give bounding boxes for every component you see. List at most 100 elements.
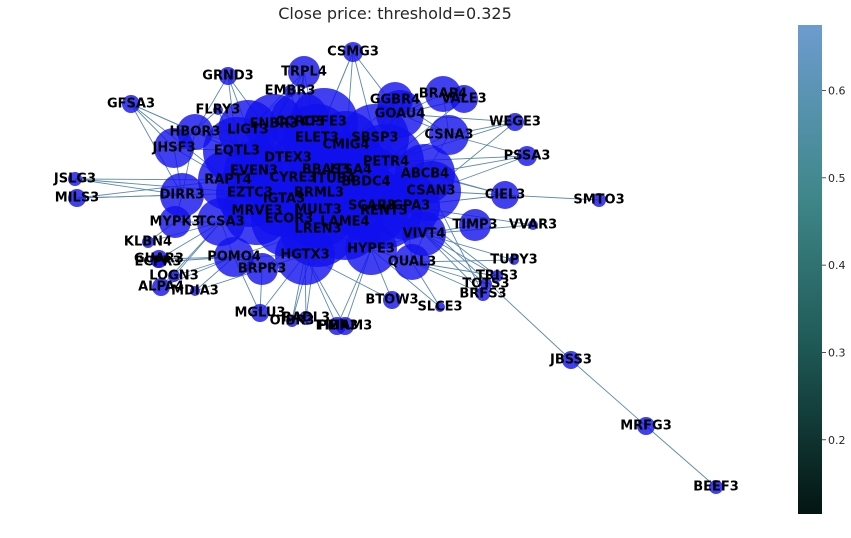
node-label-brap4: BRAP4 <box>419 87 468 102</box>
node-label-itsa4: ITSA4 <box>330 163 372 178</box>
node-mypk3[interactable] <box>159 206 191 238</box>
node-jhsf3[interactable] <box>154 128 194 168</box>
node-beef3[interactable] <box>709 480 723 494</box>
node-label-mils3: MILS3 <box>55 191 99 206</box>
node-label-alpa4: ALPA4 <box>138 280 184 295</box>
node-hgtx3[interactable] <box>275 225 335 285</box>
node-mrfg3[interactable] <box>637 417 655 435</box>
node-tupy3[interactable] <box>509 255 519 265</box>
node-label-mglu3: MGLU3 <box>234 306 285 321</box>
node-label-rent3: RENT3 <box>360 204 408 219</box>
edge-mrfg3-beef3 <box>645 425 717 488</box>
node-pomo4[interactable] <box>214 237 254 277</box>
node-label-mult3: MULT3 <box>294 203 342 218</box>
node-mils3[interactable] <box>68 189 86 207</box>
node-label-jhsf3: JHSF3 <box>151 141 195 156</box>
node-alpa4[interactable] <box>152 278 170 296</box>
node-label-eqtl3: EQTL3 <box>214 144 260 159</box>
node-label-enbr3: ENBR3 <box>250 117 299 132</box>
node-label-ggbr4: GGBR4 <box>370 93 420 108</box>
node-label-igta3: IGTA3 <box>263 192 305 207</box>
node-label-vale3: VALE3 <box>441 92 486 107</box>
node-csmg3[interactable] <box>343 42 363 62</box>
node-label-oibr3: OIBR3 <box>270 314 315 329</box>
node-jslg3[interactable] <box>68 172 82 186</box>
node-label-mrve3: MRVE3 <box>232 204 283 219</box>
node-klbn4[interactable] <box>142 236 154 248</box>
node-label-gfsa3: GFSA3 <box>107 97 155 112</box>
node-label-radl3: RADL3 <box>282 311 330 326</box>
node-label-lren3: LREN3 <box>294 222 341 237</box>
node-vvar3[interactable] <box>528 220 538 230</box>
node-label-even3: EVEN3 <box>230 164 278 179</box>
node-logn3[interactable] <box>168 270 180 282</box>
node-mdia3[interactable] <box>190 286 200 296</box>
node-brfs3[interactable] <box>476 287 490 301</box>
node-label-jslg3: JSLG3 <box>53 172 96 187</box>
node-csna3[interactable] <box>429 115 469 155</box>
node-label-smto3: SMTO3 <box>573 193 624 208</box>
node-ciel3[interactable] <box>491 181 519 209</box>
node-smto3[interactable] <box>592 193 606 207</box>
node-label-ligt3: LIGT3 <box>227 123 268 138</box>
node-label-scar3: SCAR3 <box>348 199 396 214</box>
node-dirr3[interactable] <box>160 173 204 217</box>
node-label-hgtx3: HGTX3 <box>280 248 329 263</box>
node-label-fibr3: FIBR3 <box>316 319 359 334</box>
node-label-csmg3: CSMG3 <box>327 45 379 60</box>
node-label-petr4: PETR4 <box>363 155 409 170</box>
edge-ciel3-smto3 <box>504 194 600 201</box>
node-label-mrfg3: MRFG3 <box>620 419 672 434</box>
node-label-btow3: BTOW3 <box>365 293 418 308</box>
node-radl3[interactable] <box>299 311 313 325</box>
node-ecpr3[interactable] <box>152 256 164 268</box>
node-qual3[interactable] <box>394 244 430 280</box>
node-fibr3[interactable] <box>328 317 346 335</box>
node-label-eztc3: EZTC3 <box>227 186 273 201</box>
node-hype3[interactable] <box>345 223 397 275</box>
node-label-cmig4: CMIG4 <box>322 138 369 153</box>
edge-jbss3-mrfg3 <box>570 359 647 427</box>
node-label-timp3: TIMP3 <box>452 218 497 233</box>
node-label-dtex3: DTEX3 <box>264 151 312 166</box>
node-slce3[interactable] <box>435 302 445 312</box>
colorbar-tick-label: 0.3 <box>828 346 846 359</box>
node-label-vivt4: VIVT4 <box>403 227 446 242</box>
node-mglu3[interactable] <box>251 304 269 322</box>
node-label-mypk3: MYPK3 <box>150 215 201 230</box>
node-label-ciel3: CIEL3 <box>485 188 526 203</box>
node-oibr3[interactable] <box>286 315 298 327</box>
node-tris3[interactable] <box>491 270 503 282</box>
node-pssa3[interactable] <box>517 146 537 166</box>
node-label-cpfe3: CPFE3 <box>301 115 347 130</box>
node-label-rapt4: RAPT4 <box>204 173 252 188</box>
node-label-goau4: GOAU4 <box>375 107 426 122</box>
node-grnd3[interactable] <box>219 67 237 85</box>
node-vale3[interactable] <box>450 85 478 113</box>
node-label-brfs3: BRFS3 <box>459 287 506 302</box>
colorbar-tick-label: 0.2 <box>828 434 846 447</box>
node-gfsa3[interactable] <box>122 95 140 113</box>
node-label-tupy3: TUPY3 <box>490 253 537 268</box>
node-label-pmam3: PMAM3 <box>318 319 373 334</box>
node-label-guar3: GUAR3 <box>134 252 184 267</box>
node-label-ecpr3: ECPR3 <box>134 255 181 270</box>
node-jbss3[interactable] <box>562 351 580 369</box>
node-trpl4[interactable] <box>288 56 320 88</box>
node-label-beef3: BEEF3 <box>693 480 739 495</box>
node-label-hype3: HYPE3 <box>347 242 395 257</box>
colorbar-bar <box>798 25 822 514</box>
node-tcsa3[interactable] <box>197 198 245 246</box>
node-flry3[interactable] <box>213 105 223 115</box>
node-label-ecor3: ECOR3 <box>265 212 314 227</box>
chart-title: Close price: threshold=0.325 <box>278 4 512 23</box>
node-label-trpl4: TRPL4 <box>281 65 327 80</box>
node-timp3[interactable] <box>459 209 491 241</box>
colorbar-tick-label: 0.5 <box>828 172 846 185</box>
node-wege3[interactable] <box>506 113 524 131</box>
node-label-flry3: FLRY3 <box>196 103 241 118</box>
node-brpr3[interactable] <box>246 253 278 285</box>
node-btow3[interactable] <box>383 291 401 309</box>
node-label-embr3: EMBR3 <box>265 84 316 99</box>
